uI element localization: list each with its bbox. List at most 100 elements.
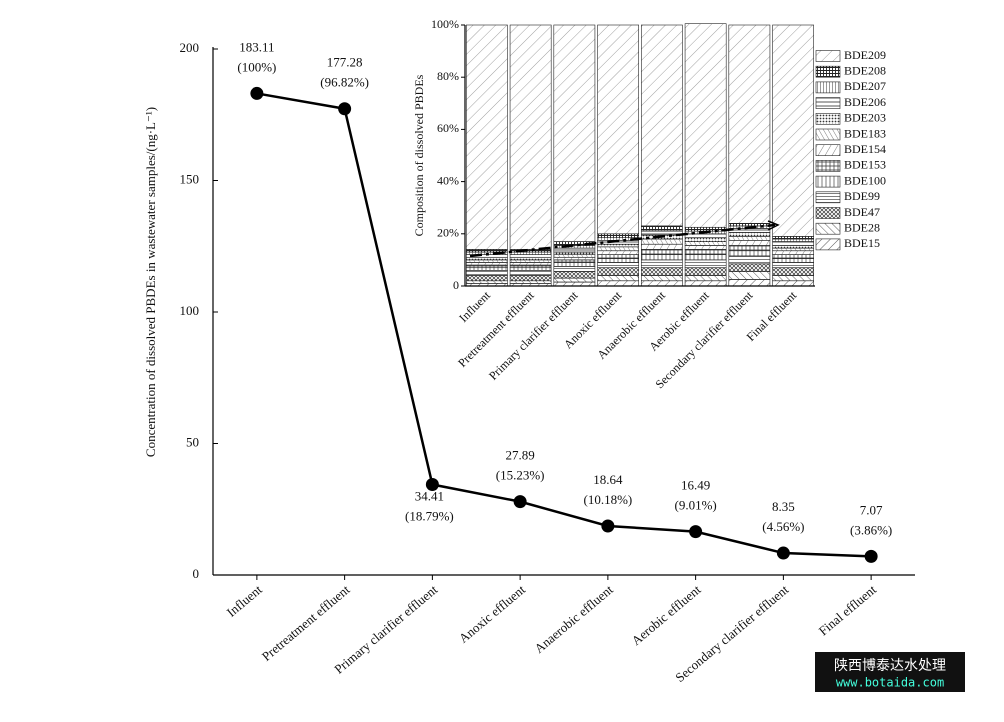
x-tick-label: Anoxic effluent — [456, 582, 529, 646]
bar-segment — [684, 23, 727, 228]
bar-segment — [466, 259, 508, 263]
bar-segment — [641, 225, 683, 231]
bar-segment — [641, 249, 683, 255]
marker — [425, 478, 439, 492]
share-label: (18.79%) — [405, 508, 454, 523]
bar-segment — [728, 279, 771, 287]
bar-segment — [466, 24, 508, 250]
marker — [250, 86, 264, 100]
bar-segment — [466, 262, 508, 266]
legend-label: BDE206 — [844, 95, 886, 109]
bar-segment — [641, 254, 683, 261]
bar-segment — [553, 254, 596, 258]
marker — [513, 495, 527, 509]
y-tick-label: 80% — [437, 69, 459, 83]
y-tick-label: 0 — [453, 278, 459, 292]
line — [256, 92, 872, 558]
legend-swatch — [815, 97, 841, 109]
bar-segment — [509, 264, 552, 269]
bar-segment — [684, 267, 727, 276]
value-label: 177.28 — [327, 55, 363, 70]
value-label: 8.35 — [772, 499, 795, 514]
share-label: (4.56%) — [762, 519, 804, 534]
bar-segment — [728, 255, 771, 265]
watermark-box — [815, 652, 965, 692]
bar-segment — [597, 262, 639, 269]
bar-segment — [641, 259, 683, 269]
legend-label: BDE183 — [844, 126, 886, 140]
bar-segment — [641, 275, 683, 282]
bar-segment — [684, 249, 727, 255]
bar-segment — [509, 259, 552, 263]
bar-segment — [728, 232, 771, 237]
bar-segment — [509, 256, 552, 261]
bar-segment — [466, 264, 508, 269]
legend-swatch — [815, 238, 841, 251]
bar-segment — [684, 280, 727, 287]
y-tick-label: 50 — [186, 434, 199, 449]
bar-segment — [684, 241, 727, 246]
bar-segment — [772, 262, 814, 269]
marker — [689, 525, 703, 539]
legend-label: BDE153 — [844, 158, 886, 172]
bar-segment — [684, 237, 727, 242]
marker — [864, 549, 878, 563]
bar-segment — [641, 24, 683, 227]
marker — [776, 546, 790, 560]
bar-segment — [772, 267, 814, 276]
y-tick-label: 100% — [431, 17, 459, 31]
x-tick-label: Pretreatment effluent — [455, 288, 537, 370]
bar-segment — [641, 267, 683, 276]
bar-segment — [509, 254, 552, 258]
bar-segment — [728, 236, 771, 241]
legend-label: BDE28 — [844, 220, 880, 234]
bar-segment — [641, 243, 683, 250]
y-tick-label: 40% — [437, 173, 459, 187]
bar-segment — [553, 24, 596, 242]
legend-swatch — [815, 81, 841, 94]
y-tick-label: 20% — [437, 226, 459, 240]
value-label: 7.07 — [860, 502, 883, 517]
bar-segment — [728, 223, 771, 227]
bar-segment — [772, 241, 814, 246]
bar-segment — [597, 254, 639, 259]
bar-segment — [597, 275, 639, 282]
legend-swatch — [815, 113, 841, 125]
bar-segment — [509, 275, 552, 282]
bar-segment — [684, 226, 727, 232]
x-tick-label: Final effluent — [816, 582, 880, 639]
x-tick-label: Pretreatment effluent — [259, 582, 353, 664]
marker — [338, 102, 352, 116]
bar-segment — [509, 24, 552, 250]
bar-segment — [597, 24, 639, 235]
bar-segment — [684, 245, 727, 250]
bar-segment — [466, 267, 508, 271]
value-label: 27.89 — [506, 448, 535, 463]
legend-swatch — [815, 144, 841, 156]
trend-arrow — [469, 223, 776, 258]
bar-segment — [728, 24, 771, 224]
legend-swatch — [815, 222, 841, 235]
y-tick-label: 100 — [180, 303, 200, 318]
legend-label: BDE99 — [844, 189, 880, 203]
bar-segment — [509, 262, 552, 266]
marker — [601, 519, 615, 533]
legend-swatch — [815, 207, 841, 219]
share-label: (96.82%) — [320, 75, 369, 90]
legend-swatch — [815, 175, 841, 188]
legend-label: BDE47 — [844, 205, 880, 219]
watermark-url: www.botaida.com — [836, 676, 944, 690]
share-label: (10.18%) — [584, 492, 633, 507]
bar-segment — [466, 256, 508, 261]
bar-segment — [509, 280, 552, 284]
legend-swatch — [815, 128, 841, 141]
legend-swatch — [815, 50, 841, 62]
value-label: 34.41 — [415, 488, 444, 503]
bar-segment — [597, 267, 639, 276]
bar-segment — [728, 263, 771, 272]
share-label: (15.23%) — [496, 468, 545, 483]
legend-label: BDE209 — [844, 48, 886, 62]
bar-segment — [597, 233, 639, 239]
bar-segment — [728, 250, 771, 257]
